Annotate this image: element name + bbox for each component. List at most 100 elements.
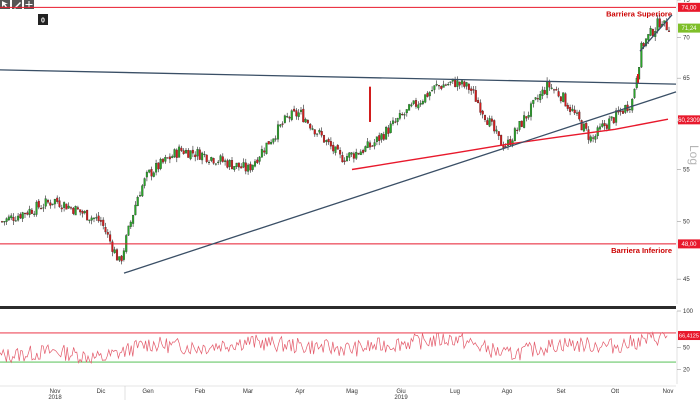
candle-body xyxy=(580,120,583,131)
moving-average-line xyxy=(351,118,669,171)
candle-body xyxy=(286,116,289,118)
counter-badge[interactable] xyxy=(38,14,48,25)
candle-body xyxy=(378,135,381,141)
candle-body xyxy=(527,115,530,118)
candle-body xyxy=(182,150,185,154)
price-tick-label: 65 xyxy=(683,76,690,82)
candle-body xyxy=(235,162,238,167)
candle-body xyxy=(615,110,618,123)
candle-body xyxy=(548,81,551,88)
candle-body xyxy=(122,250,125,260)
candle-body xyxy=(447,84,450,86)
candle-body xyxy=(145,171,148,178)
candle-body xyxy=(369,86,371,122)
candle-body xyxy=(276,124,280,140)
candle-body xyxy=(348,152,351,158)
candle-body xyxy=(258,156,261,162)
candle-body xyxy=(65,203,68,210)
toolbar: 0 xyxy=(0,0,48,25)
candle-body xyxy=(21,212,24,219)
candle-body xyxy=(113,249,116,254)
x-year-label: 2019 xyxy=(394,395,408,400)
candle-body xyxy=(299,109,303,112)
candle-body xyxy=(53,199,56,205)
candle-body xyxy=(658,18,661,28)
candle-body xyxy=(226,160,229,168)
candle-body xyxy=(102,219,105,226)
candle-body xyxy=(460,80,464,85)
candle-body xyxy=(649,28,652,36)
candle-body xyxy=(481,110,484,115)
log-scale-label: Log xyxy=(687,145,700,165)
candle-body xyxy=(605,124,608,129)
x-tick-label: Nov xyxy=(50,389,61,395)
price-tick-label: 45 xyxy=(683,277,690,283)
candle-body xyxy=(157,162,160,170)
candle-body xyxy=(403,114,406,116)
level-badge-text: 48,00 xyxy=(681,242,697,248)
barrier-label: Barriera Inferiore xyxy=(611,246,672,255)
candle-body xyxy=(569,107,572,112)
x-tick-label: Lug xyxy=(450,389,460,395)
candle-body xyxy=(387,127,390,134)
candle-body xyxy=(575,112,579,114)
candle-body xyxy=(532,99,535,104)
candle-body xyxy=(463,81,466,87)
candle-body xyxy=(92,217,96,219)
candle-body xyxy=(456,80,459,87)
candle-body xyxy=(332,144,335,152)
candle-body xyxy=(546,81,549,95)
candle-body xyxy=(23,212,27,215)
candle-body xyxy=(419,102,422,105)
candle-body xyxy=(83,211,86,214)
candle-body xyxy=(322,135,326,143)
candle-body xyxy=(421,101,424,105)
candle-body xyxy=(152,172,155,177)
candle-body xyxy=(63,202,66,208)
candle-body xyxy=(667,30,671,32)
candle-body xyxy=(500,134,503,146)
candle-body xyxy=(405,109,408,114)
panel-separator[interactable] xyxy=(0,306,676,309)
candle-body xyxy=(19,214,22,219)
x-year-label: 2018 xyxy=(48,395,62,400)
candle-body xyxy=(442,84,445,88)
candle-body xyxy=(603,123,606,126)
candle-body xyxy=(159,158,162,169)
candle-body xyxy=(373,142,376,147)
candle-body xyxy=(612,117,615,124)
barrier-label: Barriera Superiore xyxy=(606,9,672,18)
candle-body xyxy=(97,215,100,222)
candle-body xyxy=(541,89,544,96)
candle-body xyxy=(389,123,392,133)
candle-body xyxy=(189,150,192,160)
candle-body xyxy=(334,146,337,153)
candle-body xyxy=(72,207,75,214)
candle-body xyxy=(302,108,305,123)
candle-body xyxy=(12,217,15,221)
candle-body xyxy=(267,141,270,145)
candle-body xyxy=(256,159,259,164)
candle-body xyxy=(391,120,395,124)
candle-body xyxy=(251,164,254,170)
candle-body xyxy=(161,158,165,163)
rsi-value-badge xyxy=(678,331,700,341)
candle-body xyxy=(205,154,208,162)
candle-body xyxy=(283,115,286,123)
candle-body xyxy=(10,215,13,219)
candle-body xyxy=(214,163,217,165)
candle-body xyxy=(210,157,213,161)
candle-body xyxy=(529,103,533,117)
candle-body xyxy=(120,255,123,262)
pen-icon[interactable] xyxy=(12,0,22,9)
candle-body xyxy=(316,133,319,135)
candle-body xyxy=(320,131,323,136)
candle-body xyxy=(106,232,109,235)
candle-body xyxy=(520,120,523,127)
candle-body xyxy=(76,207,79,210)
candle-body xyxy=(437,85,441,87)
candle-body xyxy=(111,241,114,252)
value-badge xyxy=(678,23,700,33)
candle-body xyxy=(385,127,388,140)
candle-body xyxy=(355,151,358,159)
